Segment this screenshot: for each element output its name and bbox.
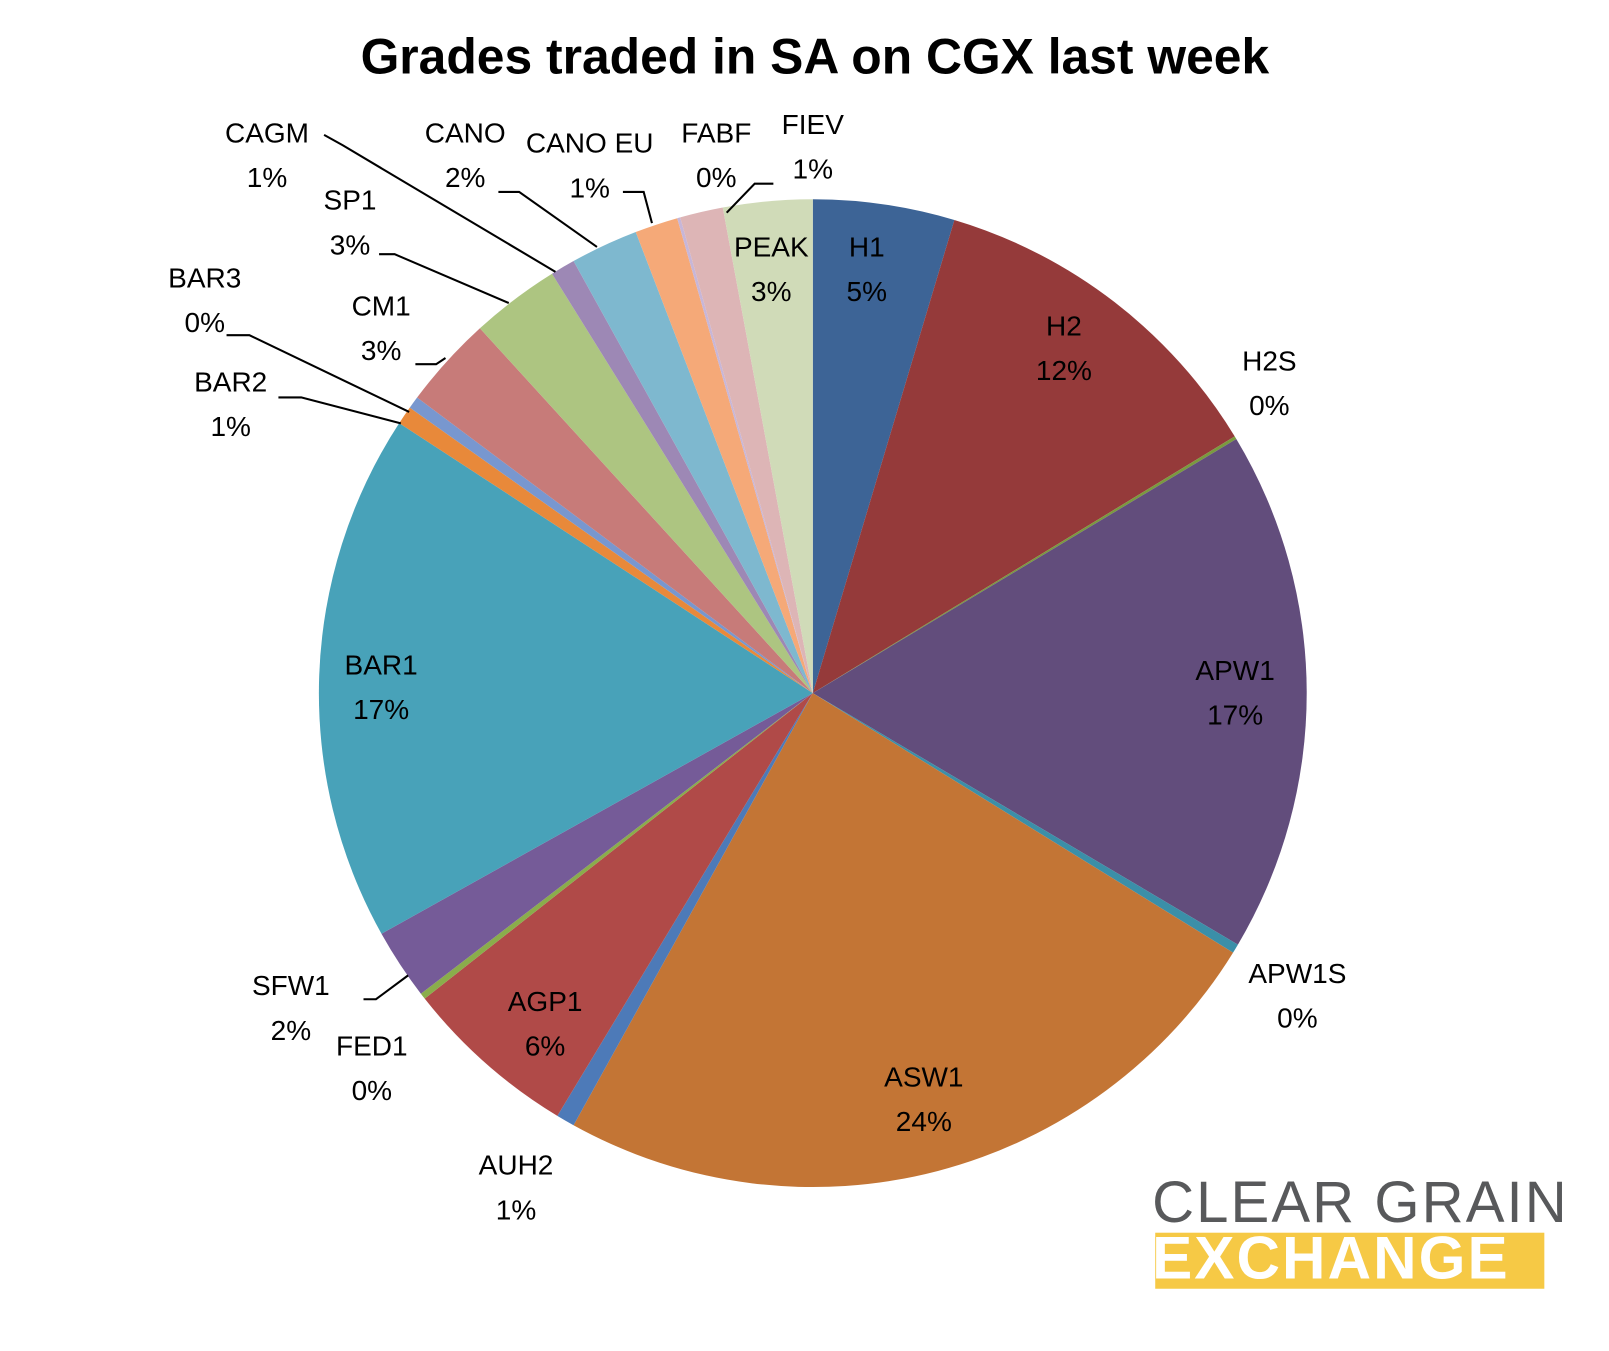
slice-value-label: 6%: [525, 1030, 565, 1061]
slice-label: CANO EU: [526, 128, 654, 159]
pie-slice: [812, 199, 955, 694]
pie-slice: [722, 199, 813, 694]
slice-label: CANO: [425, 117, 506, 148]
slice-value-label: 1%: [793, 154, 833, 185]
slice-label: SFW1: [252, 970, 330, 1001]
slice-label: APW1S: [1248, 958, 1346, 989]
slice-value-label: 0%: [696, 162, 736, 193]
slice-label: AUH2: [479, 1150, 554, 1181]
pie-slice: [812, 439, 1307, 945]
slice-value-label: 12%: [1036, 355, 1092, 386]
pie-slice: [399, 407, 813, 694]
slice-label: H1: [849, 231, 885, 262]
logo-band: [1155, 1232, 1545, 1289]
slice-label: FED1: [336, 1030, 408, 1061]
slice-label: BAR2: [194, 366, 267, 397]
pie-slice: [812, 219, 1235, 694]
pie-slice: [573, 693, 1234, 1188]
slice-label: CM1: [352, 291, 411, 322]
slice-value-label: 0%: [185, 307, 225, 338]
slice-value-label: 2%: [445, 162, 485, 193]
slice-label: BAR3: [168, 263, 241, 294]
pie-slice: [812, 436, 1237, 694]
slice-value-label: 0%: [1277, 1002, 1317, 1033]
labels: H1 5% H2 12% H2S 0% APW1 17% APW1S 0% ASW1 24% AUH2 1…: [168, 109, 1346, 1225]
pie-slice: [677, 217, 813, 694]
pie-slice: [381, 693, 813, 994]
slice-value-label: 5%: [847, 276, 887, 307]
slice-value-label: 1%: [569, 172, 609, 203]
slice-label: BAR1: [345, 650, 418, 681]
pie-slice: [635, 218, 813, 694]
logo-line2: EXCHANGE: [1152, 1225, 1510, 1292]
slice-label: FABF: [681, 117, 751, 148]
slice-label: H2S: [1242, 346, 1296, 377]
slice-value-label: 17%: [1207, 699, 1263, 730]
slice-value-label: 24%: [896, 1106, 952, 1137]
chart-title: Grades traded in SA on CGX last week: [361, 28, 1270, 84]
slice-value-label: 3%: [330, 229, 370, 260]
slice-value-label: 1%: [496, 1194, 536, 1225]
slice-value-label: 3%: [751, 276, 791, 307]
pie-slice: [573, 232, 813, 694]
pie-slice: [557, 693, 813, 1126]
slice-label: PEAK: [734, 231, 809, 262]
slice-label: ASW1: [884, 1062, 963, 1093]
slice-value-label: 0%: [1249, 390, 1289, 421]
slice-label: AGP1: [508, 986, 583, 1017]
pie-slice: [417, 328, 813, 694]
slice-value-label: 1%: [247, 162, 287, 193]
leader-line: [415, 357, 447, 366]
leader-line: [725, 182, 774, 214]
pie-slice: [479, 273, 813, 694]
leader-line: [323, 133, 556, 273]
slice-value-label: 0%: [352, 1075, 392, 1106]
pie-slice: [420, 693, 813, 999]
logo-line1: CLEAR GRAIN: [1152, 1170, 1569, 1235]
slice-label: APW1: [1195, 655, 1274, 686]
leader-line: [498, 190, 598, 248]
leader-line: [622, 190, 653, 224]
pie-slice: [680, 207, 813, 694]
slice-label: SP1: [324, 185, 377, 216]
slice-label: FIEV: [782, 109, 845, 140]
pie-slice: [552, 261, 813, 694]
slice-label: H2: [1046, 310, 1082, 341]
pie-slice: [424, 693, 813, 1116]
leader-line: [278, 396, 402, 425]
pie: [318, 199, 1307, 1188]
slice-label: CAGM: [225, 117, 309, 148]
slice-value-label: 3%: [361, 335, 401, 366]
leader-line: [379, 253, 510, 304]
pie-slice: [318, 423, 813, 934]
leader-line: [363, 974, 409, 1001]
slice-value-label: 17%: [353, 694, 409, 725]
leader-line: [226, 334, 410, 413]
pie-slice: [409, 397, 813, 694]
pie-slice: [812, 693, 1238, 953]
slice-value-label: 1%: [210, 411, 250, 442]
slice-value-label: 2%: [271, 1015, 311, 1046]
